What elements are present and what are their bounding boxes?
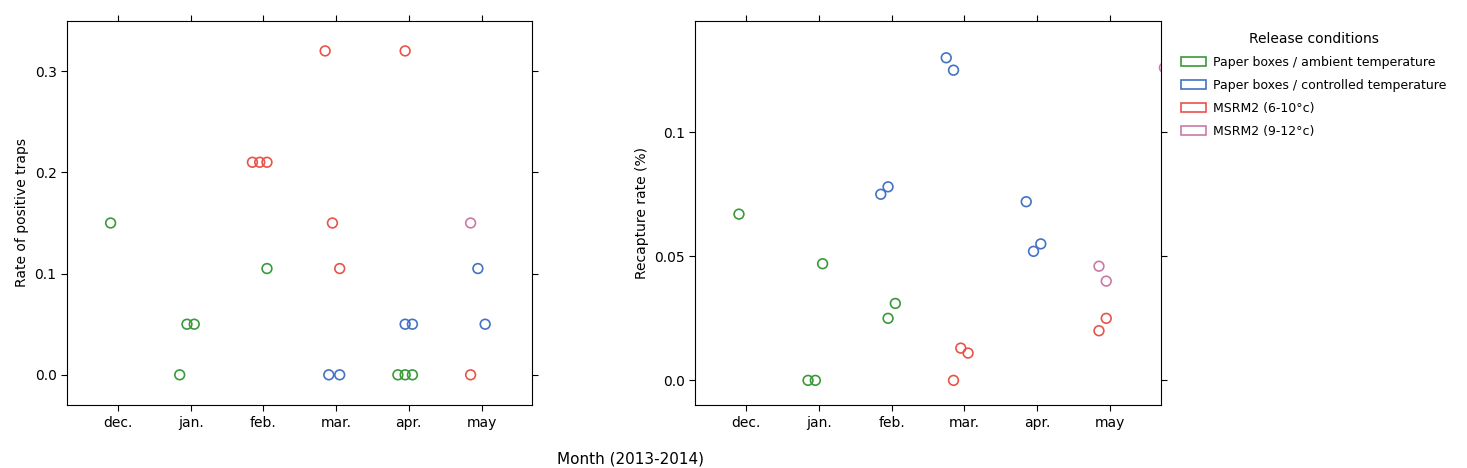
Point — [314, 47, 337, 55]
Y-axis label: Rate of positive traps: Rate of positive traps — [15, 139, 29, 287]
Y-axis label: Recapture rate (%): Recapture rate (%) — [635, 147, 648, 279]
Point — [949, 344, 973, 352]
Point — [329, 371, 352, 379]
Point — [248, 159, 271, 166]
Point — [538, 265, 562, 272]
Point — [942, 66, 965, 74]
Point — [868, 190, 892, 198]
Text: Month (2013-2014): Month (2013-2014) — [557, 451, 704, 466]
Point — [942, 377, 965, 384]
Point — [393, 47, 417, 55]
Point — [400, 371, 424, 379]
Point — [467, 265, 490, 272]
Point — [1094, 278, 1118, 285]
Point — [956, 349, 980, 357]
Point — [400, 321, 424, 328]
Point — [474, 321, 497, 328]
Point — [1160, 327, 1184, 335]
Point — [255, 265, 279, 272]
Point — [459, 219, 483, 227]
Point — [546, 265, 569, 272]
Point — [329, 265, 352, 272]
Point — [321, 219, 345, 227]
Point — [98, 219, 122, 227]
Point — [241, 159, 264, 166]
Point — [1028, 240, 1052, 248]
Point — [876, 314, 899, 322]
Point — [255, 159, 279, 166]
Point — [883, 300, 907, 307]
Legend: Paper boxes / ambient temperature, Paper boxes / controlled temperature, MSRM2 (: Paper boxes / ambient temperature, Paper… — [1177, 27, 1451, 143]
Point — [797, 377, 820, 384]
Point — [728, 211, 751, 218]
Point — [1015, 198, 1039, 205]
Point — [876, 183, 899, 190]
Point — [1160, 154, 1184, 161]
Point — [804, 377, 827, 384]
Point — [393, 321, 417, 328]
Point — [386, 371, 409, 379]
Point — [1022, 248, 1046, 255]
Point — [1087, 327, 1111, 335]
Point — [811, 260, 835, 268]
Point — [459, 371, 483, 379]
Point — [317, 371, 340, 379]
Point — [1094, 314, 1118, 322]
Point — [1087, 263, 1111, 270]
Point — [167, 371, 191, 379]
Point — [531, 321, 555, 328]
Point — [393, 371, 417, 379]
Point — [175, 321, 198, 328]
Point — [182, 321, 205, 328]
Point — [1153, 64, 1177, 72]
Point — [934, 54, 958, 61]
